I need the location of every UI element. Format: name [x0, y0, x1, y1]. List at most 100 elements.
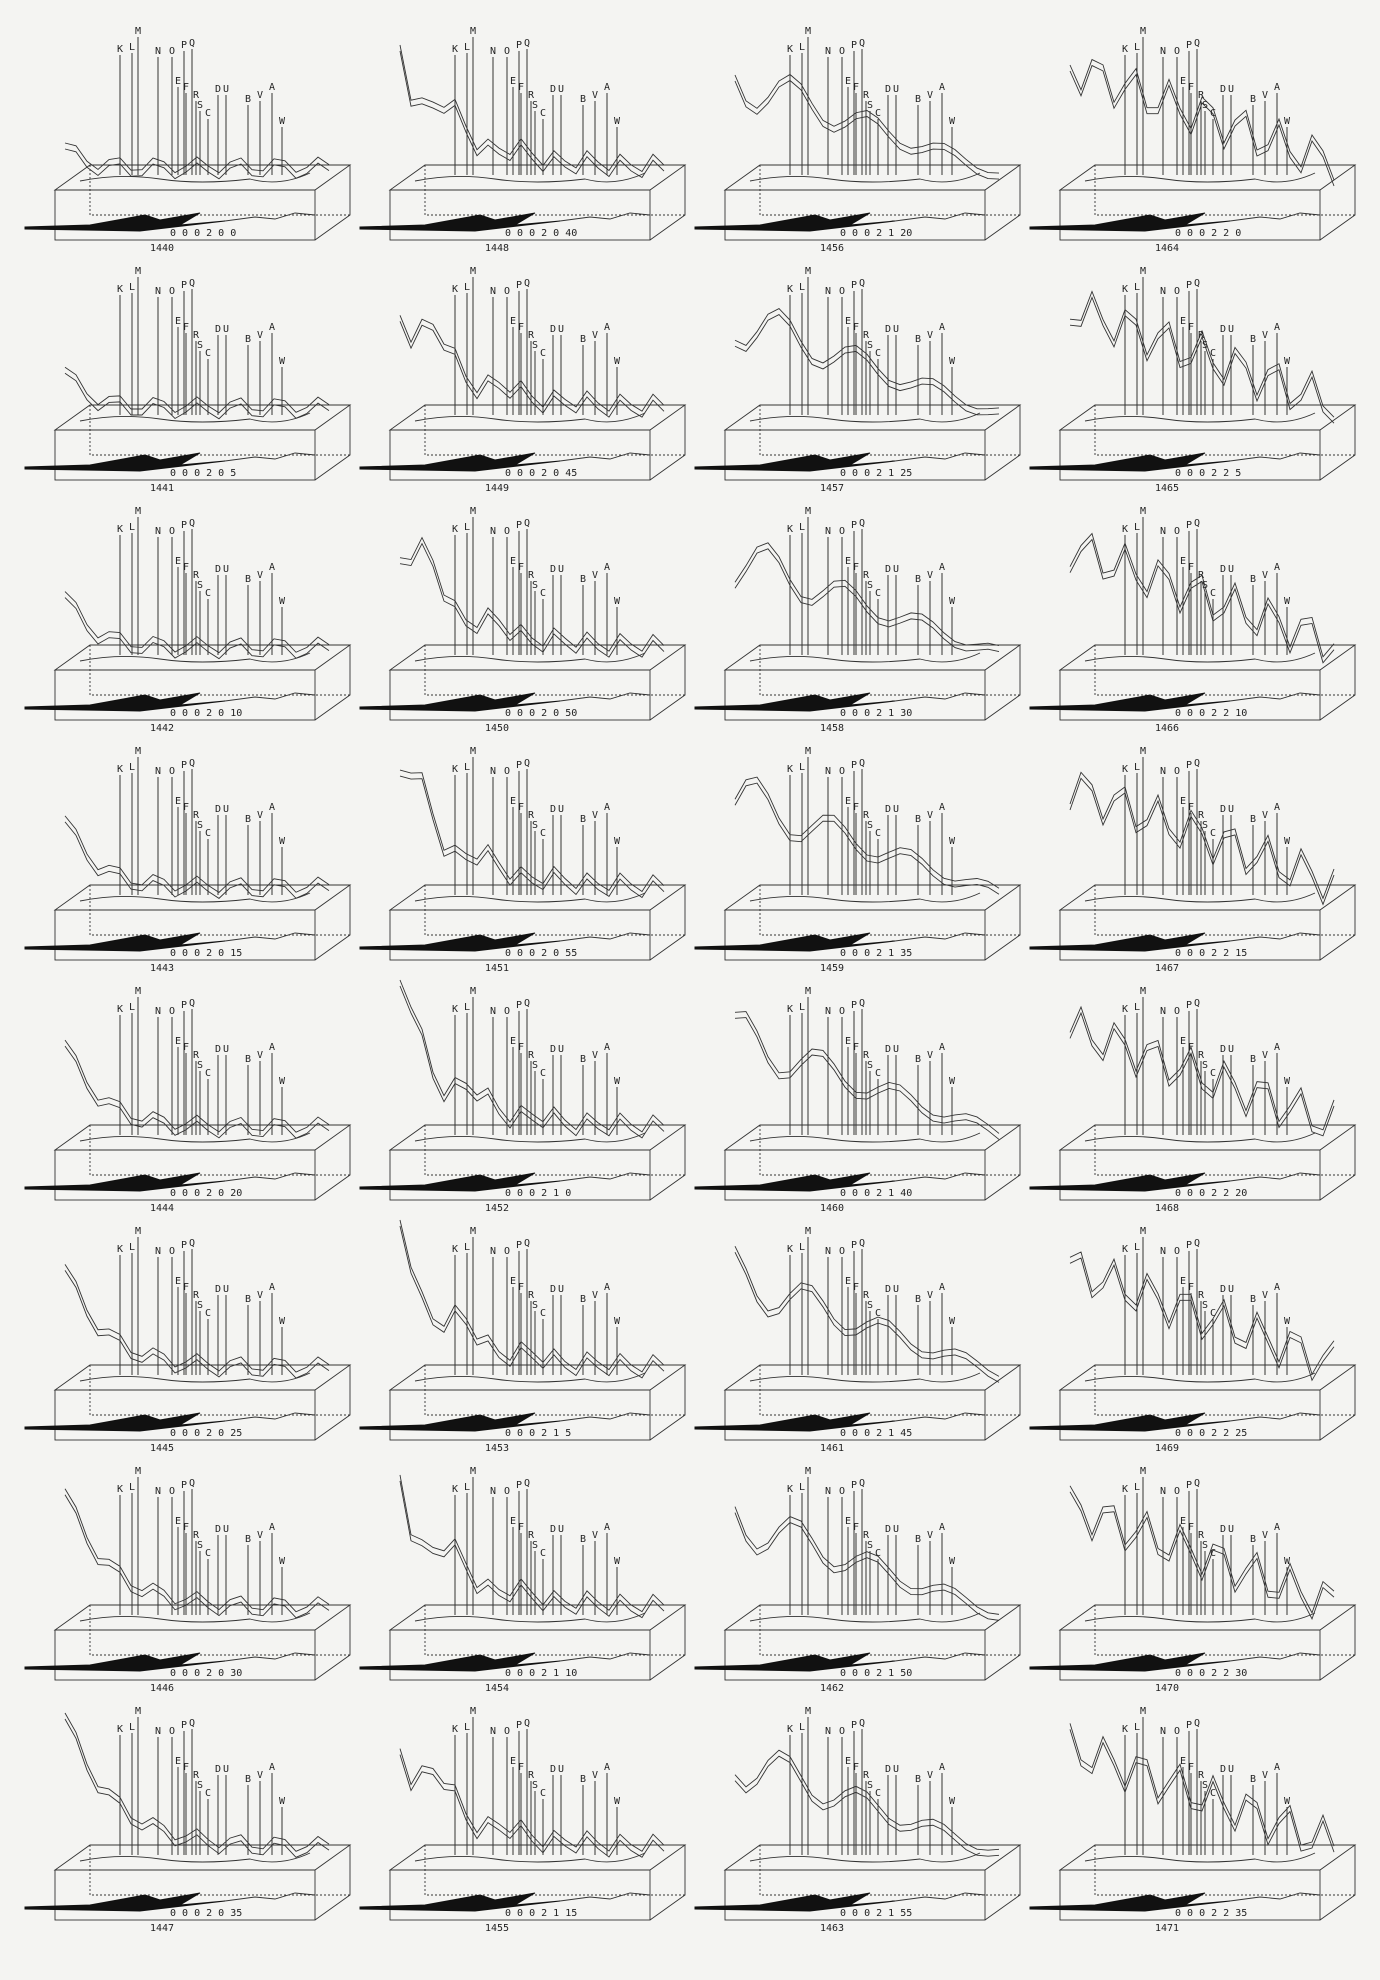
- box-side: [315, 885, 350, 960]
- station-label: M: [1140, 266, 1146, 277]
- station-label: C: [1210, 348, 1216, 359]
- shoreline: [1085, 413, 1315, 422]
- time-code: 0 0 0 2 2 25: [1175, 1428, 1247, 1439]
- shoreline: [1085, 1613, 1315, 1622]
- station-label: D: [215, 1764, 221, 1775]
- station-label: P: [1186, 40, 1192, 51]
- station-label: O: [839, 766, 845, 777]
- station-label: E: [845, 1276, 851, 1287]
- profile-curve: [65, 1495, 329, 1618]
- time-code: 0 0 0 2 0 10: [170, 708, 242, 719]
- station-label: D: [1220, 1284, 1226, 1295]
- station-label: F: [518, 1762, 524, 1773]
- station-label: W: [949, 596, 956, 607]
- station-label: U: [223, 1764, 229, 1775]
- station-label: M: [805, 26, 811, 37]
- station-label: B: [915, 814, 921, 825]
- station-label: Q: [189, 1238, 195, 1249]
- panel: KLMNOPQEFRSDUBVAWC0 0 0 2 1 01452: [360, 980, 685, 1214]
- station-label: E: [510, 1516, 516, 1527]
- frame-number: 1464: [1155, 243, 1179, 254]
- station-label: K: [787, 1004, 793, 1015]
- station-label: S: [197, 340, 203, 351]
- station-label: W: [614, 356, 621, 367]
- box-side: [985, 1365, 1020, 1440]
- station-label: E: [175, 556, 181, 567]
- box-side: [985, 885, 1020, 960]
- station-label: V: [927, 1290, 933, 1301]
- station-label: N: [490, 766, 496, 777]
- station-label: V: [1262, 90, 1268, 101]
- station-label: A: [939, 562, 945, 573]
- time-code: 0 0 0 2 0 5: [170, 468, 236, 479]
- station-label: B: [245, 1294, 251, 1305]
- frame-number: 1465: [1155, 483, 1179, 494]
- station-label: P: [1186, 280, 1192, 291]
- station-label: D: [885, 1284, 891, 1295]
- station-label: A: [1274, 1522, 1280, 1533]
- station-label: F: [518, 1282, 524, 1293]
- shoreline: [1085, 173, 1315, 182]
- station-label: L: [799, 1722, 805, 1733]
- profile-curve: [1070, 1258, 1334, 1380]
- station-label: O: [1174, 286, 1180, 297]
- panel: KLMNOPQEFRSDUBVAWC0 0 0 2 0 01440: [25, 26, 350, 254]
- station-label: C: [1210, 1068, 1216, 1079]
- station-label: S: [867, 1780, 873, 1791]
- station-label: O: [1174, 46, 1180, 57]
- station-label: B: [1250, 1054, 1256, 1065]
- station-label: D: [1220, 1764, 1226, 1775]
- box-side: [1320, 1605, 1355, 1680]
- station-label: O: [169, 1246, 175, 1257]
- station-label: M: [805, 1226, 811, 1237]
- station-label: Q: [859, 998, 865, 1009]
- station-label: N: [155, 1246, 161, 1257]
- station-label: S: [867, 580, 873, 591]
- station-label: D: [885, 1044, 891, 1055]
- box-side: [650, 1605, 685, 1680]
- station-label: M: [470, 1466, 476, 1477]
- station-label: N: [825, 1246, 831, 1257]
- panel: KLMNOPQEFRSDUBVAWC0 0 0 2 1 151455: [360, 1706, 685, 1934]
- station-label: L: [1134, 1482, 1140, 1493]
- station-label: N: [490, 1726, 496, 1737]
- coast-line: [1230, 453, 1320, 461]
- box-top: [1060, 645, 1355, 670]
- station-label: E: [510, 316, 516, 327]
- station-label: C: [205, 108, 211, 119]
- station-label: A: [604, 322, 610, 333]
- profile-curve: [735, 309, 999, 409]
- station-label: E: [845, 556, 851, 567]
- box-side: [1320, 165, 1355, 240]
- station-label: A: [1274, 802, 1280, 813]
- station-label: O: [1174, 526, 1180, 537]
- coast-line: [895, 933, 985, 941]
- station-label: P: [181, 520, 187, 531]
- profile-curve: [65, 598, 329, 659]
- station-label: F: [1188, 802, 1194, 813]
- station-label: N: [1160, 286, 1166, 297]
- station-label: K: [1122, 1004, 1128, 1015]
- station-label: F: [183, 82, 189, 93]
- station-label: F: [1188, 322, 1194, 333]
- station-label: D: [885, 1764, 891, 1775]
- station-label: P: [181, 1480, 187, 1491]
- profile-curve: [65, 592, 329, 653]
- station-label: U: [1228, 1284, 1234, 1295]
- station-label: B: [580, 1534, 586, 1545]
- station-label: F: [1188, 1762, 1194, 1773]
- station-label: E: [175, 1756, 181, 1767]
- frame-number: 1453: [485, 1443, 509, 1454]
- station-label: L: [464, 762, 470, 773]
- station-label: N: [490, 526, 496, 537]
- station-label: P: [516, 520, 522, 531]
- station-label: W: [949, 116, 956, 127]
- station-label: D: [1220, 84, 1226, 95]
- profile-curve: [1070, 772, 1334, 898]
- station-label: V: [257, 330, 263, 341]
- station-label: V: [592, 90, 598, 101]
- station-label: K: [452, 1724, 458, 1735]
- time-code: 0 0 0 2 1 45: [840, 1428, 912, 1439]
- box-side: [650, 885, 685, 960]
- station-label: L: [129, 522, 135, 533]
